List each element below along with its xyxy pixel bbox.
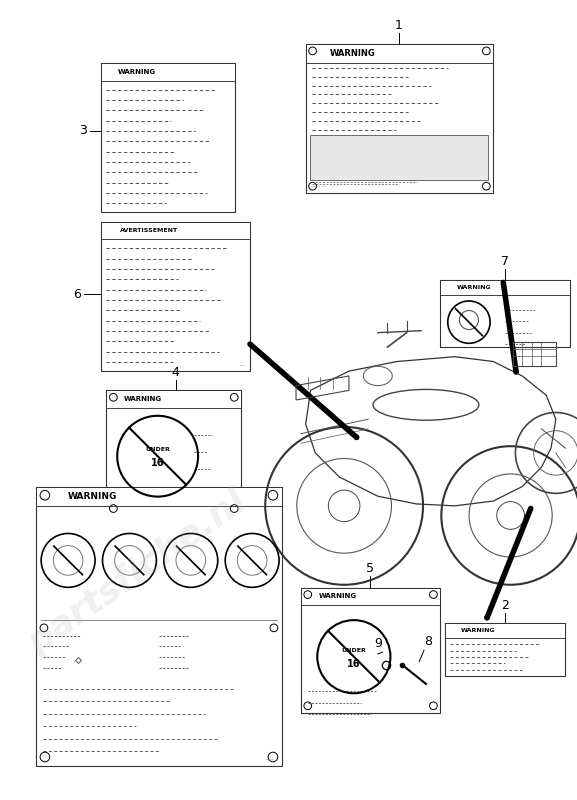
Bar	[306, 44, 493, 193]
Text: 7: 7	[501, 255, 509, 268]
Text: WARNING: WARNING	[68, 492, 118, 501]
Polygon shape	[104, 226, 115, 235]
Text: WARNING: WARNING	[118, 69, 156, 75]
Bar	[101, 63, 235, 81]
Text: 1: 1	[395, 19, 403, 33]
Polygon shape	[304, 592, 314, 601]
Bar	[107, 390, 241, 515]
Bar	[440, 280, 570, 347]
Text: WARNING: WARNING	[319, 594, 357, 599]
Text: 3: 3	[80, 124, 87, 137]
Text: WARNING: WARNING	[124, 396, 162, 402]
Text: 16: 16	[347, 658, 361, 669]
Text: 2: 2	[501, 598, 509, 612]
Text: -- -- --: -- -- --	[312, 184, 326, 190]
Bar	[440, 280, 570, 295]
Text: 4: 4	[172, 366, 179, 379]
Text: 9: 9	[374, 637, 382, 650]
Bar	[101, 63, 235, 212]
Text: UNDER: UNDER	[342, 648, 366, 653]
Bar	[301, 588, 440, 713]
Bar	[445, 623, 565, 676]
Text: 6: 6	[74, 288, 81, 301]
Bar	[306, 44, 493, 63]
Text: 8: 8	[424, 635, 432, 648]
Bar	[310, 134, 489, 180]
Text: WARNING: WARNING	[457, 285, 492, 290]
Polygon shape	[443, 283, 453, 291]
Bar	[36, 486, 282, 506]
Text: 16: 16	[151, 458, 164, 468]
Polygon shape	[109, 394, 120, 403]
Text: 5: 5	[366, 562, 374, 575]
Bar	[445, 623, 565, 638]
Bar	[101, 222, 250, 239]
Bar	[36, 486, 282, 766]
Polygon shape	[45, 491, 57, 501]
Polygon shape	[103, 67, 114, 76]
Bar	[301, 588, 440, 605]
Polygon shape	[311, 49, 323, 58]
Text: -- --: -- --	[265, 757, 274, 762]
Bar	[101, 222, 250, 371]
Text: WARNING: WARNING	[461, 628, 496, 633]
Text: UNDER: UNDER	[145, 447, 170, 452]
Bar	[107, 390, 241, 408]
Text: WARNING: WARNING	[330, 49, 376, 58]
Text: partsfiche.nl: partsfiche.nl	[21, 485, 253, 662]
Text: AVERTISSEMENT: AVERTISSEMENT	[120, 228, 178, 233]
Text: ---: ---	[240, 363, 245, 368]
Polygon shape	[448, 626, 457, 634]
